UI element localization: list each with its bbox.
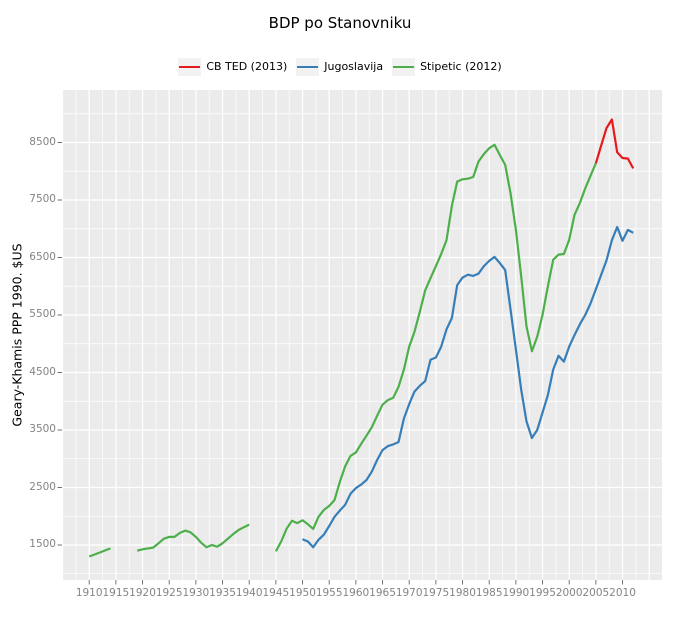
y-tick-label: 2500: [29, 480, 56, 493]
x-tick-label: 1940: [235, 587, 263, 599]
series-line-2: [274, 143, 597, 552]
x-tick-label: 1930: [182, 587, 210, 599]
y-tick-label: 6500: [29, 250, 56, 263]
legend-label: Jugoslavija: [324, 60, 384, 73]
legend-label: Stipetic (2012): [420, 60, 502, 73]
legend: CB TED (2013) Jugoslavija Stipetic (2012): [0, 58, 680, 76]
series-line-2: [88, 547, 111, 558]
chart-title: BDP po Stanovniku: [268, 14, 412, 32]
legend-item-1: Jugoslavija: [296, 58, 383, 76]
legend-key: [392, 58, 416, 76]
y-tick-label: 4500: [29, 365, 56, 378]
legend-label: CB TED (2013): [206, 60, 288, 73]
x-tick-label: 1975: [422, 587, 450, 599]
x-tick-label: 1970: [395, 587, 423, 599]
x-tick-label: 1935: [209, 587, 236, 599]
legend-swatch-icon: [393, 66, 415, 69]
x-tick-label: 2000: [555, 587, 583, 599]
y-tick-label: 3500: [29, 423, 56, 436]
y-tick-label: 7500: [29, 193, 56, 206]
legend-swatch-icon: [297, 66, 319, 69]
x-tick-label: 1980: [449, 587, 476, 599]
x-tick-label: 2010: [609, 587, 636, 599]
x-tick-label: 1920: [129, 587, 156, 599]
legend-key: [296, 58, 320, 76]
x-tick-label: 1950: [289, 587, 316, 599]
series-line-1: [302, 225, 634, 549]
x-tick-label: 1955: [315, 587, 343, 599]
y-tick-label: 5500: [29, 308, 56, 321]
x-tick-label: 1985: [475, 587, 503, 599]
y-tick-label: 8500: [29, 135, 56, 148]
x-tick-label: 1990: [502, 587, 530, 599]
x-tick-label: 2005: [582, 587, 610, 599]
y-axis-title: Geary-Khamis PPP 1990. $US: [9, 243, 25, 427]
legend-item-2: Stipetic (2012): [392, 58, 502, 76]
x-tick-label: 1960: [342, 587, 370, 599]
series-line-0: [594, 118, 635, 169]
legend-item-0: CB TED (2013): [178, 58, 287, 76]
legend-swatch-icon: [179, 66, 201, 69]
panel-background: [62, 90, 662, 580]
series-line-2: [136, 523, 250, 552]
x-tick-label: 1945: [262, 587, 290, 599]
x-tick-label: 1915: [102, 587, 130, 599]
x-tick-label: 1995: [529, 587, 556, 599]
y-tick-label: 1500: [29, 538, 56, 551]
legend-key: [178, 58, 202, 76]
x-tick-label: 1910: [75, 587, 103, 599]
x-tick-label: 1965: [369, 587, 396, 599]
x-tick-label: 1925: [155, 587, 183, 599]
